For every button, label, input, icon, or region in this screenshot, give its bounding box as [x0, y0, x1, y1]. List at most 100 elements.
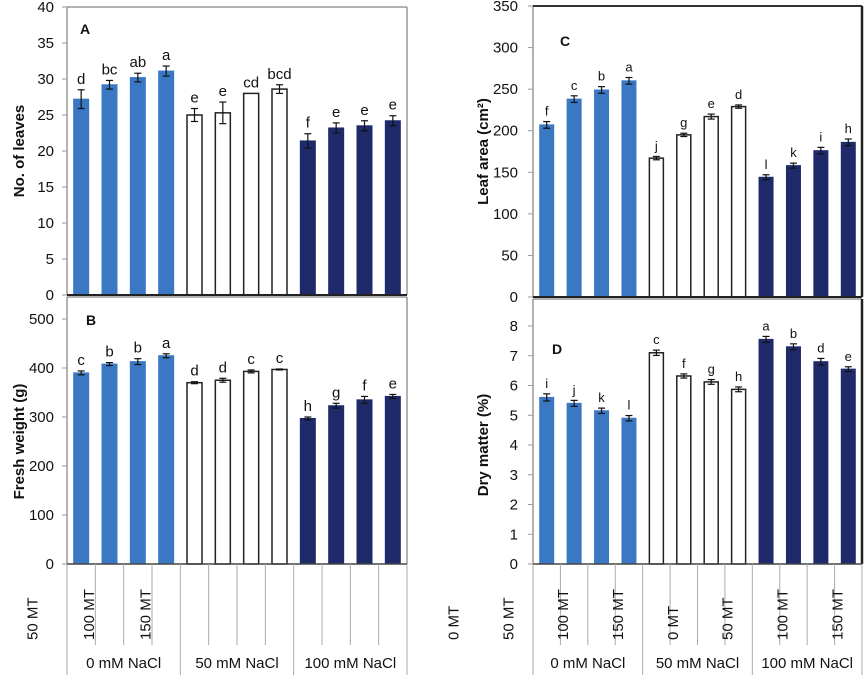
panel-d-ytick-label: 7: [510, 348, 518, 365]
panel-b-ytick-label: 400: [29, 360, 54, 377]
panel-a-significance-label: e: [190, 90, 198, 107]
panel-d-ytick-label: 6: [510, 378, 518, 395]
panel-a-bar: [73, 98, 90, 296]
panel-c-ytick-label: 350: [493, 0, 518, 15]
panel-c-ytick-label: 250: [493, 81, 518, 98]
panel-c-significance-label: h: [845, 121, 852, 136]
panel-b-bar: [384, 395, 401, 565]
panel-d-ytick-label: 5: [510, 407, 518, 424]
panel-a-significance-label: d: [77, 71, 85, 88]
panel-b-significance-label: d: [219, 359, 227, 376]
panel-c-significance-label: d: [735, 87, 742, 102]
panel-b-group-label: 50 mM NaCl: [195, 655, 278, 672]
panel-b-significance-label: g: [332, 384, 340, 401]
panel-b-group-label: 0 mM NaCl: [86, 655, 161, 672]
panel-b-group-label: 100 mM NaCl: [304, 655, 396, 672]
panel-a-significance-label: e: [332, 104, 340, 121]
panel-d-group-label: 100 mM NaCl: [761, 655, 853, 672]
panel-b-bar: [73, 372, 90, 565]
panel-c-bar: [621, 80, 637, 298]
panel-b-bar: [356, 399, 373, 565]
panel-c-bar: [539, 124, 555, 298]
panel-d-significance-label: c: [653, 332, 660, 347]
panel-b-significance-label: d: [190, 363, 198, 380]
panel-a-ytick-label: 35: [37, 35, 54, 52]
panel-a-bar: [384, 120, 401, 296]
panel-b-y-axis-label: Fresh weight (g): [11, 384, 28, 500]
panel-a-significance-label: a: [162, 47, 171, 64]
panel-c-bar: [758, 176, 774, 298]
panel-d-significance-label: e: [845, 349, 852, 364]
panel-d-bar: [539, 396, 555, 565]
panel-d-bar: [648, 352, 665, 565]
panel-b-significance-label: c: [247, 351, 255, 368]
panel-c-significance-label: e: [708, 96, 715, 111]
panel-a-significance-label: bc: [102, 61, 118, 78]
panel-a-ytick-label: 40: [37, 0, 54, 16]
panel-d-group-label: 50 mM NaCl: [656, 655, 739, 672]
panel-c-bar: [594, 89, 610, 298]
panel-c-ytick-label: 200: [493, 123, 518, 140]
panel-c-ytick-label: 300: [493, 40, 518, 57]
panel-c-ytick-label: 150: [493, 164, 518, 181]
panel-c-significance-label: b: [598, 69, 605, 84]
panel-b-bar: [214, 379, 232, 565]
panel-b-ytick-label: 200: [29, 458, 54, 475]
panel-d-bar: [594, 410, 610, 565]
panel-c-letter: C: [560, 33, 570, 49]
panel-c-bar: [566, 98, 582, 298]
panel-a-significance-label: bcd: [267, 66, 291, 83]
panel-a-bar: [101, 84, 118, 296]
panel-d-ytick-label: 0: [510, 556, 518, 573]
panel-b-ytick-label: 0: [46, 556, 54, 573]
panel-d-bar: [703, 381, 719, 565]
panel-a-ytick-label: 0: [46, 287, 54, 304]
panel-d-bar: [621, 417, 637, 565]
panel-d-significance-label: k: [598, 390, 605, 405]
panel-b-significance-label: c: [276, 350, 284, 367]
panel-b-ytick-label: 300: [29, 409, 54, 426]
panel-a-y-axis-label: No. of leaves: [11, 105, 28, 198]
panel-d-significance-label: g: [708, 362, 715, 377]
panel-b-category-label: 100 MT: [81, 589, 98, 640]
panel-a-letter: A: [80, 21, 90, 37]
panel-d-significance-label: d: [817, 340, 824, 355]
panel-d-ytick-label: 8: [510, 318, 518, 335]
panel-d-ytick-label: 1: [510, 526, 518, 543]
panel-b-bar: [242, 370, 260, 565]
panel-d-letter: D: [552, 341, 562, 357]
panel-a-significance-label: f: [306, 115, 311, 132]
panel-c-significance-label: l: [765, 157, 768, 172]
panel-a-ytick-label: 20: [37, 143, 54, 160]
panel-a-ytick-label: 25: [37, 107, 54, 124]
panel-d-bar: [785, 346, 801, 565]
panel-c-significance-label: i: [819, 129, 822, 144]
panel-b-significance-label: b: [134, 340, 142, 357]
panel-d-bar: [676, 375, 692, 565]
panel-d-bar: [566, 402, 582, 565]
panel-b-bar: [328, 405, 345, 565]
panel-d-significance-label: i: [545, 376, 548, 391]
panel-b-ytick-label: 100: [29, 507, 54, 524]
panel-d-bar: [813, 361, 829, 565]
panel-c-bar: [703, 115, 719, 298]
panel-b-bar: [158, 355, 175, 565]
panel-d-category-label: 50 MT: [500, 597, 517, 640]
panel-a-ytick-label: 5: [46, 251, 54, 268]
panel-a-ytick-label: 15: [37, 179, 54, 196]
panel-d-category-label: 50 MT: [720, 597, 737, 640]
panel-d-y-axis-label: Dry matter (%): [475, 394, 492, 497]
panel-d-significance-label: a: [762, 318, 770, 333]
panel-d-ytick-label: 4: [510, 437, 518, 454]
panel-d-group-label: 0 mM NaCl: [550, 655, 625, 672]
panel-c-bar: [840, 141, 856, 298]
panel-b-significance-label: a: [162, 335, 171, 352]
panel-c-significance-label: c: [571, 78, 578, 93]
panel-c-ytick-label: 100: [493, 206, 518, 223]
panel-b-category-label: 50 MT: [24, 597, 41, 640]
panel-c-significance-label: j: [654, 138, 658, 153]
panel-c-ytick-label: 50: [501, 247, 518, 264]
panel-b-letter: B: [86, 312, 96, 328]
panel-d-category-label: 100 MT: [774, 589, 791, 640]
